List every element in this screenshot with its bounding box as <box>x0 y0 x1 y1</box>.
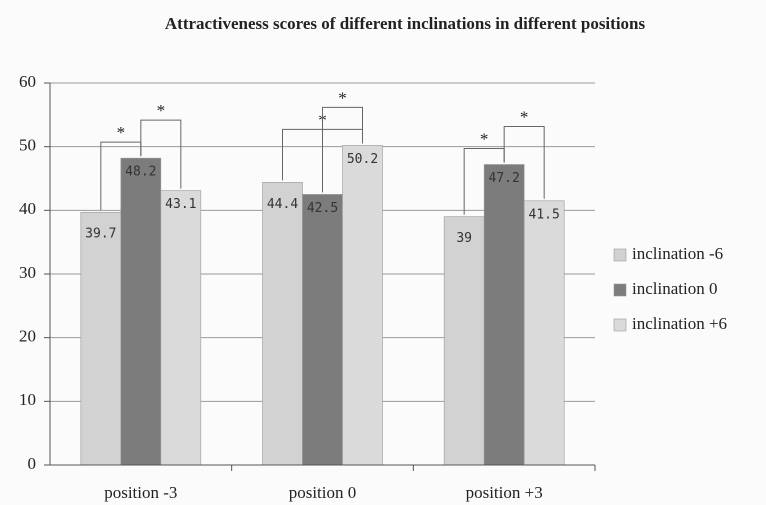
y-tick-label: 40 <box>19 199 36 218</box>
significance-bracket <box>322 106 363 193</box>
data-label: 50.2 <box>347 152 378 167</box>
significance-star: * <box>157 101 166 120</box>
bar <box>523 200 565 466</box>
bar <box>302 194 343 466</box>
significance-star: * <box>480 129 489 148</box>
y-tick-label: 10 <box>19 390 36 409</box>
y-tick-label: 0 <box>28 454 37 473</box>
data-label: 41.5 <box>529 207 560 222</box>
bar <box>443 216 485 466</box>
bar <box>483 164 525 466</box>
data-label: 47.2 <box>489 171 520 186</box>
data-label: 39.7 <box>85 227 116 242</box>
significance-bracket <box>503 125 545 199</box>
data-label: 42.5 <box>307 201 338 216</box>
y-tick-label: 50 <box>19 136 36 155</box>
chart-title: Attractiveness scores of different incli… <box>164 14 646 33</box>
significance-bracket <box>140 119 182 189</box>
data-label: 44.4 <box>267 197 298 212</box>
legend-label: inclination 0 <box>632 279 717 298</box>
bar <box>80 211 122 466</box>
data-label: 48.2 <box>125 165 156 180</box>
x-tick-label: position +3 <box>466 483 543 502</box>
legend-swatch <box>613 318 627 332</box>
y-tick-label: 30 <box>19 263 36 282</box>
data-label: 39 <box>456 231 472 246</box>
legend-swatch <box>613 283 627 297</box>
bar <box>262 182 303 466</box>
legend-swatch <box>613 248 627 262</box>
y-tick-label: 20 <box>19 327 36 346</box>
bar <box>342 145 383 466</box>
significance-star: * <box>338 88 347 107</box>
y-tick-label: 60 <box>19 72 36 91</box>
significance-star: * <box>520 107 529 126</box>
significance-star: * <box>117 123 126 142</box>
data-label: 43.1 <box>165 197 196 212</box>
x-tick-label: position 0 <box>289 483 357 502</box>
x-tick-label: position -3 <box>104 483 177 502</box>
legend-label: inclination -6 <box>632 244 723 263</box>
legend-label: inclination +6 <box>632 314 727 333</box>
bar <box>120 157 162 466</box>
bar <box>160 190 202 466</box>
